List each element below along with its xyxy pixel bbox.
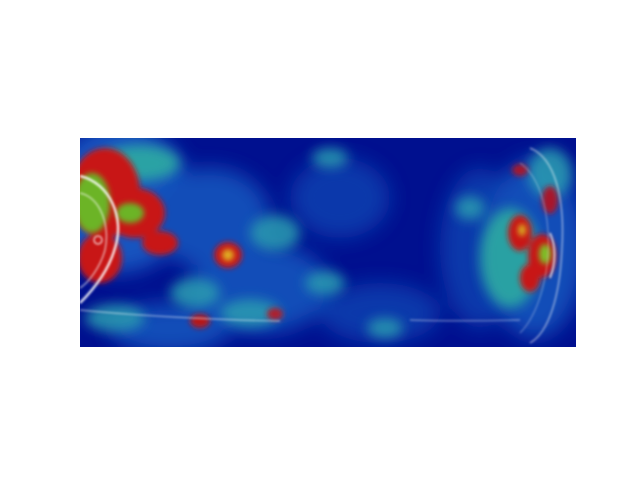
object-outlines <box>80 147 564 344</box>
heatmap-image <box>80 138 576 347</box>
heatmap-canvas <box>80 138 576 347</box>
